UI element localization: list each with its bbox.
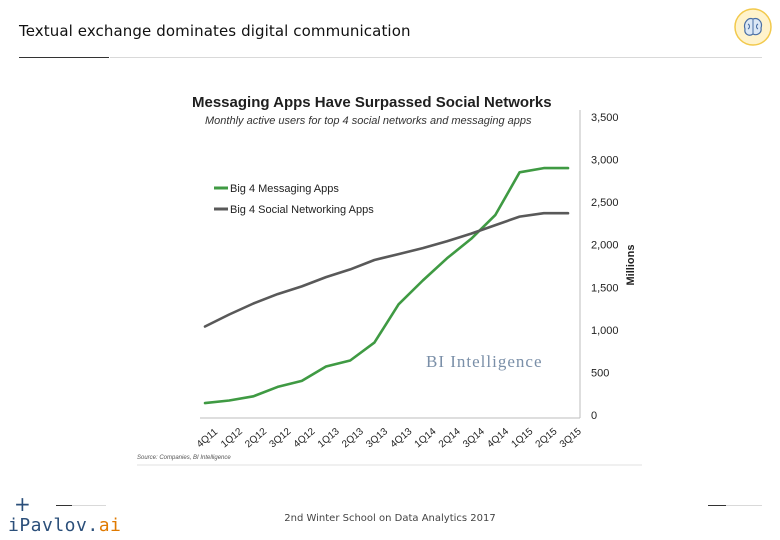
chart-background (137, 83, 642, 465)
y-tick-label: 3,500 (591, 112, 619, 124)
y-tick-label: 0 (591, 410, 597, 422)
title-underline (19, 57, 109, 58)
footer-text: 2nd Winter School on Data Analytics 2017 (284, 513, 496, 524)
y-tick-label: 1,000 (591, 325, 619, 337)
footer-rule (56, 505, 72, 506)
chart-subtitle: Monthly active users for top 4 social ne… (205, 115, 532, 127)
header-divider (110, 57, 762, 58)
brand-logo: iPavlov.ai (8, 515, 121, 536)
series-line-social (203, 211, 570, 328)
series-lines (203, 166, 570, 405)
y-tick-label: 2,500 (591, 197, 619, 209)
y-tick-label: 500 (591, 367, 609, 379)
footer-rule (708, 505, 726, 506)
brain-logo-icon (734, 8, 772, 46)
brand-prefix: iPavlov. (8, 515, 99, 536)
series-line-messaging (203, 166, 570, 405)
chart-source: Source: Companies, BI Intelligence (137, 455, 231, 461)
legend-label-social: Big 4 Social Networking Apps (230, 204, 374, 216)
watermark-text: BI Intelligence (426, 352, 543, 371)
chart-title: Messaging Apps Have Surpassed Social Net… (192, 94, 552, 111)
footer-rule (72, 505, 106, 506)
legend-label-messaging: Big 4 Messaging Apps (230, 183, 339, 195)
brand-suffix: ai (98, 515, 122, 536)
footer-rule (726, 505, 762, 506)
slide-title: Textual exchange dominates digital commu… (19, 22, 411, 40)
y-tick-label: 2,000 (591, 240, 619, 252)
y-ticks: 0 500 1,000 1,500 2,000 2,500 3,000 3,500 (591, 112, 619, 422)
y-tick-label: 3,000 (591, 155, 619, 167)
y-tick-label: 1,500 (591, 282, 619, 294)
plus-icon: + (14, 492, 31, 516)
y-axis-label: Millions (625, 245, 637, 286)
